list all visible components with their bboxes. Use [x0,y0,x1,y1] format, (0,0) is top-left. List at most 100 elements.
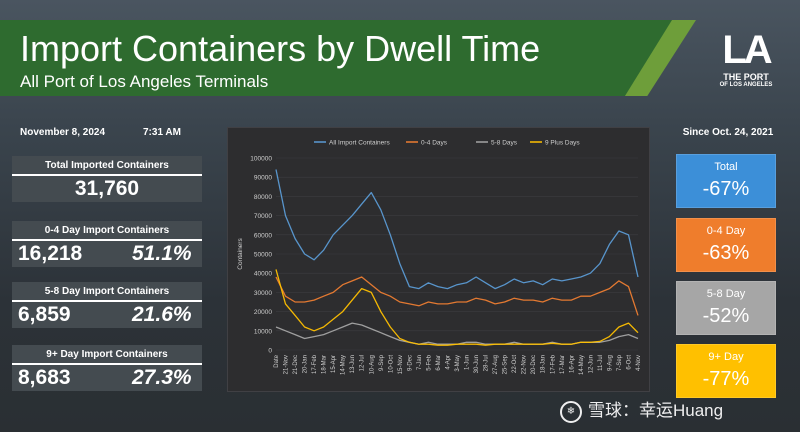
report-time: 7:31 AM [143,127,181,138]
port-of-la-logo: LA THE PORT OF LOS ANGELES [716,30,776,88]
y-tick-label: 80000 [254,194,272,201]
series-line [275,169,639,290]
x-tick-label: 10-Aug [369,355,375,374]
x-tick-label: 14-May [341,355,347,375]
y-axis-label: Containers [237,238,244,270]
stat-9-plus-days: 9+ Day Import Containers 8,683 27.3% [12,345,202,391]
series-line [275,276,639,316]
x-tick-label: 25-Sep [503,354,509,374]
stat-5-8-label: 5-8 Day Import Containers [12,282,202,302]
watermark-text: 雪球：幸运Huang [588,401,724,420]
x-tick-label: 6-Oct [626,355,632,370]
y-tick-label: 20000 [254,309,272,316]
x-tick-label: 1-Jun [465,355,471,370]
legend-entry: 0-4 Days [421,140,448,147]
x-tick-label: 6-Mar [436,355,442,371]
kpi-0-4-day: 0-4 Day -63% [676,218,776,272]
y-tick-label: 100000 [250,156,272,163]
kpi-9-plus-label: 9+ Day [708,351,744,363]
x-tick-label: 18-Jan [541,355,547,373]
x-tick-label: 11-Jul [598,355,604,371]
y-tick-label: 50000 [254,252,272,259]
kpi-5-8-label: 5-8 Day [706,288,746,300]
x-tick-label: 12-Jun [588,355,594,373]
kpi-total-label: Total [714,161,738,173]
x-tick-label: 13-Jun [350,355,356,373]
stat-0-4-percent: 51.1% [132,242,192,265]
x-tick-label: 21-Dec [293,355,299,374]
stat-5-8-value: 6,859 [18,303,71,326]
x-tick-label: 7-Sep [617,354,623,371]
stat-5-8-days: 5-8 Day Import Containers 6,859 21.6% [12,282,202,328]
x-tick-label: 17-Mar [560,355,566,374]
x-tick-label: 12-Jul [360,355,366,371]
x-tick-label: 7-Jan [417,355,423,370]
logo-mark: LA [722,28,772,72]
series-line [275,322,639,345]
x-tick-label: 14-May [579,355,585,375]
y-tick-label: 40000 [254,271,272,278]
kpi-0-4-value: -63% [702,242,750,264]
x-tick-label: 20-Jan [303,355,309,373]
x-tick-label: 16-Apr [569,355,575,373]
series-line [275,269,639,346]
logo-line2: OF LOS ANGELES [719,82,773,88]
kpi-9-plus-value: -77% [702,368,750,390]
x-tick-label: 22-Nov [522,355,528,374]
x-tick-label: 21-Nov [284,355,290,374]
kpi-9-plus-day: 9+ Day -77% [676,344,776,398]
stat-9-plus-value: 8,683 [18,366,71,389]
x-tick-label: Date [274,354,280,367]
kpi-total-value: -67% [702,178,750,200]
x-tick-label: 9-Dec [407,355,413,371]
y-tick-label: 10000 [254,328,272,335]
logo-line1: THE PORT [723,72,769,82]
stat-9-plus-percent: 27.3% [132,366,192,389]
x-tick-label: 20-Dec [531,355,537,374]
page-subtitle: All Port of Los Angeles Terminals [20,72,269,91]
y-tick-label: 30000 [254,290,272,297]
x-tick-label: 10-Oct [388,355,394,373]
stat-5-8-percent: 21.6% [132,303,192,326]
since-label: Since Oct. 24, 2021 [682,127,774,138]
stat-total: Total Imported Containers 31,760 [12,156,202,202]
x-tick-label: 5-Feb [426,354,432,370]
stat-9-plus-label: 9+ Day Import Containers [12,345,202,365]
x-tick-label: 28-Jul [484,355,490,371]
x-tick-label: 4-Nov [636,355,642,371]
x-tick-label: 30-Jun [474,355,480,373]
watermark: ❄ 雪球：幸运Huang [560,396,723,423]
x-tick-label: 9-Aug [607,355,613,371]
y-tick-label: 0 [268,348,272,355]
snowball-icon: ❄ [560,400,582,423]
y-tick-label: 70000 [254,213,272,220]
y-tick-label: 90000 [254,175,272,182]
title-banner [0,20,672,96]
kpi-5-8-day: 5-8 Day -52% [676,281,776,335]
chart-svg: 0 10000 20000 30000 40000 50000 60000 70000 8000… [237,140,642,376]
report-datetime: November 8, 2024 7:31 AM [20,127,190,138]
stat-total-value: 31,760 [74,177,140,200]
stat-0-4-days: 0-4 Day Import Containers 16,218 51.1% [12,221,202,267]
dwell-time-chart: 0 10000 20000 30000 40000 50000 60000 70000 8000… [227,127,650,392]
x-tick-label: 18-Mar [322,355,328,374]
report-date: November 8, 2024 [20,127,106,138]
x-tick-label: 15-Nov [398,355,404,374]
x-tick-label: 27-Aug [493,355,499,374]
stat-total-label: Total Imported Containers [12,156,202,176]
stat-0-4-value: 16,218 [18,242,83,265]
stat-0-4-label: 0-4 Day Import Containers [12,221,202,241]
x-tick-label: 4-Apr [445,355,451,370]
y-tick-label: 60000 [254,232,272,239]
x-tick-label: 15-Apr [331,355,337,373]
x-tick-label: 3-May [455,355,461,372]
legend-entry: All Import Containers [329,140,390,147]
x-tick-label: 22-Oct [512,355,518,373]
x-tick-label: 17-Feb [550,354,556,374]
kpi-5-8-value: -52% [702,305,750,327]
legend-entry: 9 Plus Days [545,140,580,147]
kpi-0-4-label: 0-4 Day [706,225,746,237]
x-tick-label: 17-Feb [312,354,318,374]
kpi-total: Total -67% [676,154,776,208]
legend-entry: 5-8 Days [491,140,518,147]
